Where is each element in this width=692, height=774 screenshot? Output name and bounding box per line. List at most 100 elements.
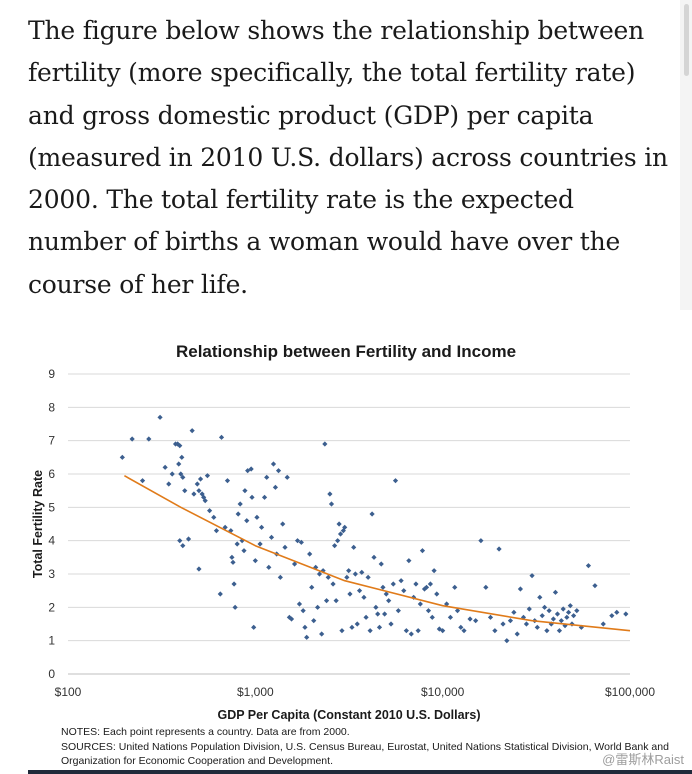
scrollbar-thumb[interactable] [684, 4, 689, 76]
x-tick-label: $100 [55, 685, 82, 699]
data-point [280, 521, 286, 527]
y-tick-label: 4 [48, 534, 55, 548]
data-point [544, 628, 550, 634]
data-point [419, 548, 426, 554]
x-tick-label: $100,000 [605, 685, 655, 699]
data-point [302, 624, 308, 630]
data-point [300, 608, 306, 614]
data-point [244, 518, 250, 524]
data-point [408, 631, 414, 637]
data-point [286, 614, 292, 620]
data-point [356, 588, 363, 594]
data-point [207, 508, 213, 514]
data-point [562, 623, 568, 629]
data-point [241, 548, 247, 554]
data-point [383, 591, 389, 597]
data-point [363, 614, 369, 620]
data-point [423, 584, 430, 590]
data-point [467, 616, 473, 622]
data-point [534, 624, 540, 630]
data-point [304, 634, 310, 640]
data-point [574, 608, 580, 614]
bottom-bar [28, 770, 692, 774]
data-point [129, 436, 135, 442]
x-axis-label: GDP Per Capita (Constant 2010 U.S. Dolla… [217, 708, 480, 722]
data-point [526, 606, 532, 612]
data-point [284, 474, 290, 480]
data-point [425, 608, 432, 614]
data-point [336, 521, 342, 527]
data-point [398, 578, 404, 584]
scrollbar[interactable] [680, 0, 692, 310]
data-point [178, 471, 184, 477]
data-point [232, 604, 238, 610]
watermark: @雷斯林Raist [602, 752, 684, 767]
data-point [507, 618, 514, 624]
data-point [344, 574, 350, 580]
axes: 0 1 2 3 4 5 6 7 8 9 $100 $1,000 $10,000 $100,000 [48, 367, 655, 699]
data-point [395, 608, 401, 614]
x-tick-label: $10,000 [421, 685, 465, 699]
data-point [413, 581, 419, 587]
data-point [242, 488, 248, 494]
data-point [440, 628, 446, 634]
data-points [119, 414, 629, 644]
y-tick-label: 9 [48, 367, 55, 381]
data-point [180, 543, 186, 549]
data-point [567, 603, 573, 609]
data-point [182, 488, 188, 494]
data-point [189, 428, 195, 434]
data-point [335, 538, 341, 544]
data-point [282, 544, 288, 550]
data-point [313, 564, 319, 570]
data-point [166, 481, 172, 487]
data-point [560, 606, 566, 612]
x-tick-label: $1,000 [237, 685, 274, 699]
data-point [351, 544, 357, 550]
y-tick-label: 1 [48, 634, 55, 648]
data-point [325, 574, 331, 580]
y-tick-label: 5 [48, 500, 55, 514]
trend-line-group [124, 475, 631, 632]
data-point [592, 583, 598, 589]
data-point [623, 611, 629, 617]
data-point [600, 621, 606, 627]
data-point [248, 466, 254, 472]
data-point [349, 624, 355, 630]
data-point [427, 581, 433, 587]
data-point [406, 558, 412, 564]
data-point [179, 454, 185, 460]
data-point [386, 598, 392, 604]
chart-figure: Relationship between Fertility and Incom… [0, 312, 692, 774]
data-point [367, 628, 373, 634]
data-point [332, 543, 338, 549]
chart-sources-continued: Organization for Economic Cooperation an… [61, 755, 333, 767]
data-point [609, 613, 615, 619]
data-point [119, 454, 125, 460]
data-point [307, 551, 313, 557]
data-point [252, 558, 258, 564]
data-point [523, 621, 530, 627]
data-point [327, 491, 333, 497]
article-paragraph: The figure below shows the relationship … [28, 16, 668, 299]
data-point [337, 531, 344, 537]
data-point [554, 611, 561, 617]
data-point [316, 571, 323, 577]
data-point [177, 538, 183, 544]
data-point [139, 478, 146, 484]
data-point [224, 478, 231, 484]
y-tick-label: 0 [48, 667, 55, 681]
data-point [578, 624, 584, 630]
data-point [352, 571, 358, 577]
data-point [483, 584, 489, 590]
data-point [529, 573, 535, 579]
data-point [191, 491, 197, 497]
data-point [550, 616, 556, 622]
data-point [249, 494, 255, 500]
data-point [376, 624, 383, 630]
data-point [346, 568, 352, 574]
y-axis-label: Total Fertility Rate [31, 470, 45, 578]
data-point [558, 618, 564, 624]
data-point [268, 534, 275, 540]
data-point [333, 598, 339, 604]
